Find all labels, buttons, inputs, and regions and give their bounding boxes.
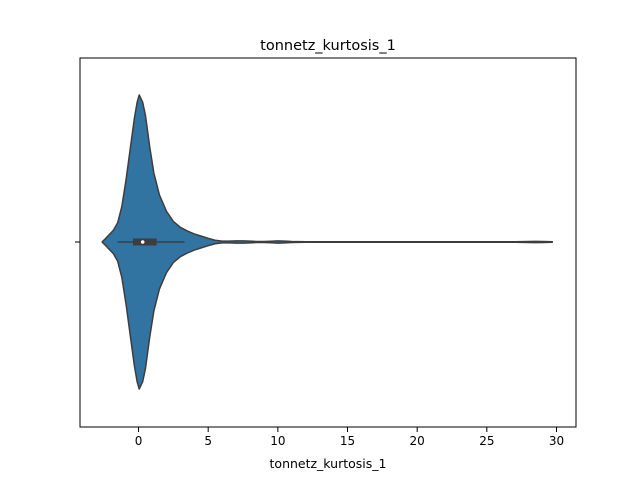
x-tick-label: 25 bbox=[479, 434, 494, 448]
chart-title: tonnetz_kurtosis_1 bbox=[260, 38, 396, 54]
violin-body bbox=[101, 94, 554, 390]
x-tick-label: 30 bbox=[549, 434, 564, 448]
x-tick-label: 10 bbox=[270, 434, 285, 448]
x-tick-label: 0 bbox=[135, 434, 143, 448]
x-tick-label: 15 bbox=[340, 434, 355, 448]
box-iqr bbox=[132, 238, 157, 246]
x-tick-label: 5 bbox=[204, 434, 212, 448]
box-median bbox=[140, 240, 145, 244]
x-tick-label: 20 bbox=[410, 434, 425, 448]
plot-area: 0 5 10 15 20 25 30 bbox=[75, 57, 577, 448]
x-axis-label: tonnetz_kurtosis_1 bbox=[270, 456, 387, 471]
